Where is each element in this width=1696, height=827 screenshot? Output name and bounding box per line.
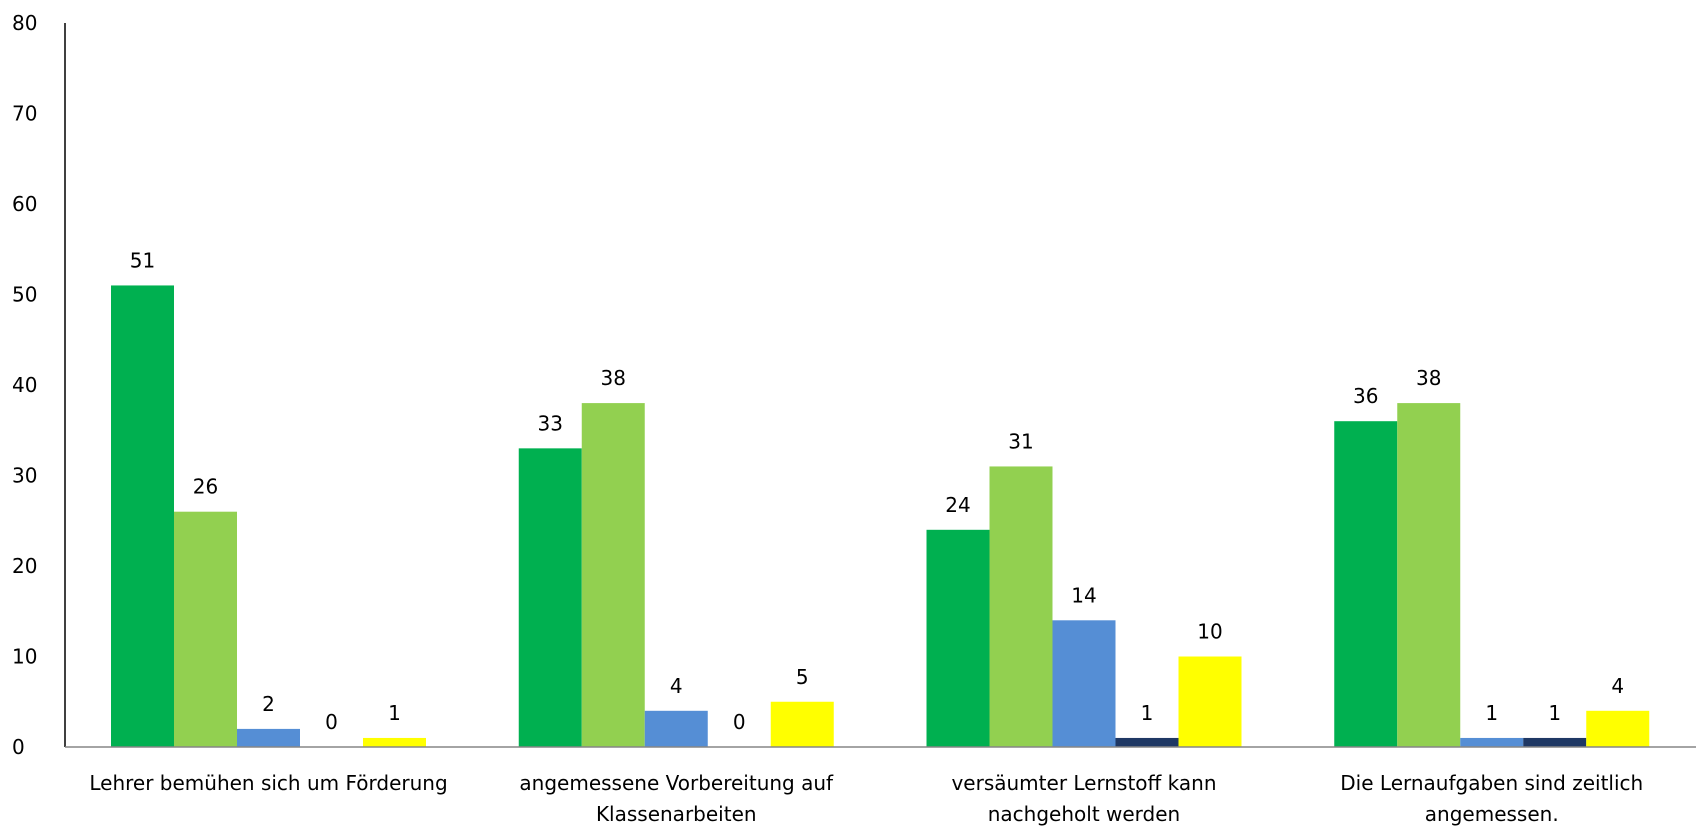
bar-cat2-s1 — [518, 448, 582, 747]
data-label-cat3-s5: 10 — [1197, 620, 1222, 644]
data-label-cat1-s4: 0 — [325, 710, 338, 734]
y-tick-label-1: 10 — [12, 645, 37, 669]
y-tick-label-6: 60 — [12, 192, 37, 216]
y-axis-ticks: 0 10 20 30 40 50 60 70 80 — [12, 11, 37, 759]
bar-cat3-s1 — [926, 529, 990, 747]
bar-cat4-s5 — [1586, 710, 1650, 747]
data-label-cat4-s4: 1 — [1548, 701, 1561, 725]
data-label-cat2-s2: 38 — [601, 366, 626, 390]
category-labels: Lehrer bemühen sich um Förderung angemess… — [89, 771, 1643, 826]
bar-cat4-s2 — [1397, 403, 1461, 747]
category-label-2-line-2: Klassenarbeiten — [596, 802, 757, 826]
y-tick-label-0: 0 — [12, 735, 25, 759]
y-tick-label-8: 80 — [12, 11, 37, 35]
data-label-cat1-s5: 1 — [388, 701, 401, 725]
data-label-cat4-s1: 36 — [1353, 384, 1378, 408]
category-label-3-line-2: nachgeholt werden — [988, 802, 1180, 826]
data-label-cat4-s5: 4 — [1611, 674, 1624, 698]
bar-cat4-s1 — [1334, 421, 1398, 747]
y-tick-label-2: 20 — [12, 554, 37, 578]
data-label-cat3-s3: 14 — [1071, 583, 1096, 607]
bar-cat3-s2 — [989, 466, 1053, 747]
y-tick-label-4: 40 — [12, 373, 37, 397]
bars — [111, 285, 1650, 747]
data-label-cat1-s3: 2 — [262, 692, 275, 716]
bar-cat3-s4 — [1115, 737, 1179, 747]
data-label-cat1-s2: 26 — [193, 475, 218, 499]
data-label-cat2-s4: 0 — [733, 710, 746, 734]
category-label-4-line-1: Die Lernaufgaben sind zeitlich — [1340, 771, 1643, 795]
y-tick-label-5: 50 — [12, 283, 37, 307]
bar-cat1-s2 — [174, 511, 237, 747]
data-label-cat2-s1: 33 — [538, 411, 563, 435]
data-label-cat1-s1: 51 — [130, 248, 155, 272]
category-label-2-line-1: angemessene Vorbereitung auf — [519, 771, 834, 795]
y-tick-label-3: 30 — [12, 464, 37, 488]
y-tick-label-7: 70 — [12, 102, 37, 126]
category-label-4-line-2: angemessen. — [1425, 802, 1559, 826]
bar-cat3-s5 — [1178, 656, 1242, 747]
bar-cat2-s3 — [644, 710, 708, 747]
data-label-cat3-s1: 24 — [945, 493, 970, 517]
bar-cat4-s3 — [1460, 737, 1524, 747]
bar-cat2-s2 — [581, 403, 645, 747]
data-label-cat2-s3: 4 — [670, 674, 683, 698]
bar-cat2-s5 — [770, 701, 834, 747]
data-label-cat4-s2: 38 — [1416, 366, 1441, 390]
bar-cat3-s3 — [1052, 620, 1116, 747]
data-label-cat4-s3: 1 — [1485, 701, 1498, 725]
bar-cat1-s5 — [363, 737, 426, 747]
data-label-cat2-s5: 5 — [796, 665, 809, 689]
bar-cat1-s3 — [237, 728, 300, 747]
category-label-3-line-1: versäumter Lernstoff kann — [951, 771, 1216, 795]
data-label-cat3-s4: 1 — [1141, 701, 1154, 725]
data-label-cat3-s2: 31 — [1008, 429, 1033, 453]
bar-cat1-s1 — [111, 285, 174, 747]
category-label-1-line-1: Lehrer bemühen sich um Förderung — [89, 771, 447, 795]
bar-cat4-s4 — [1523, 737, 1587, 747]
